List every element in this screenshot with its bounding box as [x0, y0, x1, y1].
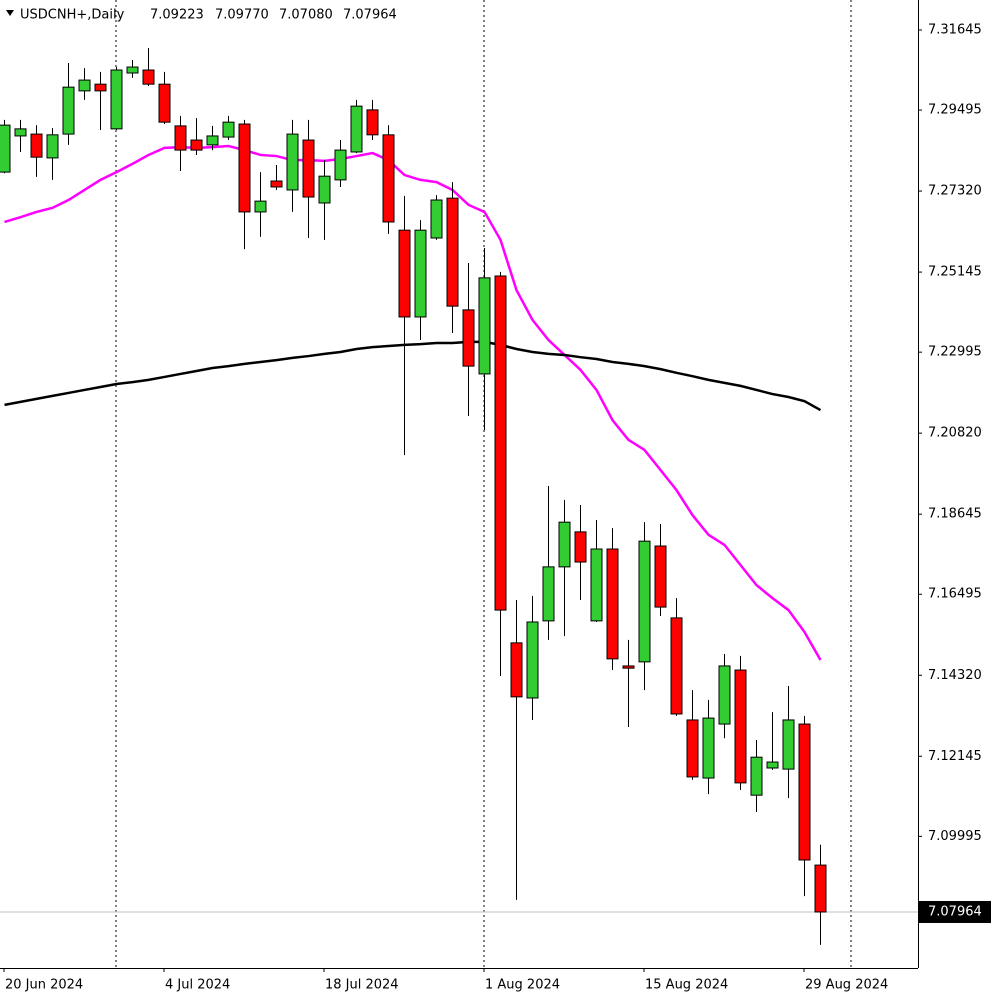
y-tick-label: 7.16495	[928, 587, 982, 602]
candle-body	[14, 128, 27, 137]
candle-body	[126, 66, 139, 74]
candle-body	[0, 124, 11, 173]
symbol-title: USDCNH+,Daily	[20, 8, 125, 23]
candle-body	[494, 275, 507, 611]
y-tick-label: 7.25145	[928, 265, 982, 280]
candle-body	[622, 665, 635, 669]
x-tick-label: 15 Aug 2024	[645, 978, 728, 993]
candle-body	[270, 180, 283, 188]
candle-body	[638, 540, 651, 663]
x-tick-label: 29 Aug 2024	[805, 978, 888, 993]
last-price-label: 7.07964	[928, 904, 982, 919]
y-tick-label: 7.27320	[928, 184, 982, 199]
candle-body	[46, 134, 59, 159]
candle-body	[142, 69, 155, 85]
candle-body	[750, 756, 763, 796]
y-tick-label: 7.20820	[928, 426, 982, 441]
y-tick-label: 7.14320	[928, 668, 982, 683]
candle-body	[78, 79, 91, 92]
y-tick-label: 7.09995	[928, 829, 982, 844]
candle-body	[382, 134, 395, 223]
candle-body	[318, 175, 331, 204]
candle-body	[414, 229, 427, 318]
candle-body	[238, 123, 251, 213]
candle-body	[686, 719, 699, 778]
candle-body	[542, 566, 555, 622]
header-arrow	[6, 10, 14, 16]
candle-body	[606, 548, 619, 660]
candle-body	[574, 531, 587, 563]
candle-body	[222, 121, 235, 138]
candle-body	[190, 139, 203, 151]
candle-body	[654, 545, 667, 608]
candle-body	[302, 139, 315, 198]
candle-body	[702, 717, 715, 779]
x-tick-label: 4 Jul 2024	[165, 978, 230, 993]
y-tick-label: 7.18645	[928, 507, 982, 522]
last-price-box	[919, 900, 991, 923]
candle-body	[254, 200, 267, 213]
candle-body	[766, 761, 779, 769]
candle-body	[478, 277, 491, 375]
x-tick-label: 20 Jun 2024	[5, 978, 83, 993]
candle-body	[526, 621, 539, 699]
ohlc-close: 7.07964	[343, 8, 397, 23]
candle-body	[110, 69, 123, 130]
candle-body	[158, 83, 171, 123]
y-tick-label: 7.31645	[928, 22, 982, 37]
candle-body	[814, 864, 827, 913]
moving-average	[4, 340, 822, 412]
candle-body	[462, 309, 475, 367]
candle-body	[510, 642, 523, 698]
candle-body	[430, 199, 443, 239]
candle-body	[590, 548, 603, 622]
ohlc-low: 7.07080	[279, 8, 333, 23]
candle-body	[350, 105, 363, 153]
candle-body	[734, 669, 747, 784]
candle-body	[446, 197, 459, 307]
candle-body	[206, 135, 219, 146]
candle-body	[174, 125, 187, 151]
candle-body	[286, 133, 299, 191]
candle-body	[558, 521, 571, 568]
y-tick-label: 7.29495	[928, 103, 982, 118]
moving-average	[4, 144, 822, 661]
y-tick-label: 7.22995	[928, 345, 982, 360]
candle-body	[334, 149, 347, 181]
ohlc-open: 7.09223	[150, 8, 204, 23]
y-tick-label: 7.12145	[928, 749, 982, 764]
axes: 7.31645 7.29495 7.27320 7.25145 7.22995 7.208…	[3, 22, 991, 993]
candle-body	[94, 83, 107, 92]
x-tick-label: 1 Aug 2024	[485, 978, 560, 993]
candle-body	[670, 617, 683, 715]
x-tick-label: 18 Jul 2024	[325, 978, 399, 993]
ohlc-high: 7.09770	[215, 8, 269, 23]
candle-body	[30, 133, 43, 158]
candle-body	[398, 229, 411, 318]
plot-area	[0, 48, 918, 945]
candle-body	[798, 723, 811, 861]
candle-body	[782, 719, 795, 770]
candle-body	[62, 86, 75, 135]
candle-body	[718, 665, 731, 725]
candle-body	[366, 109, 379, 136]
